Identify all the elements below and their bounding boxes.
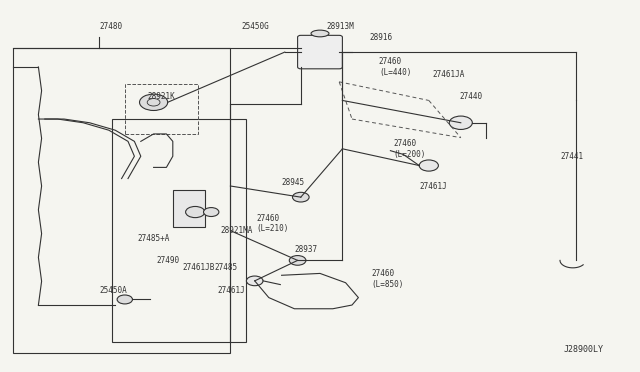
Circle shape (419, 160, 438, 171)
Text: 27461J: 27461J (419, 182, 447, 190)
Text: 28916: 28916 (370, 33, 393, 42)
Bar (13, 48, 230, 353)
Text: 27461J: 27461J (218, 286, 245, 295)
Text: 27460
(L=850): 27460 (L=850) (371, 269, 404, 289)
Text: 27460
(L=440): 27460 (L=440) (379, 57, 412, 77)
Text: 27485+A: 27485+A (138, 234, 170, 243)
Circle shape (289, 256, 306, 265)
Text: 28945: 28945 (282, 178, 305, 187)
Text: 25450G: 25450G (242, 22, 269, 31)
Text: 27490: 27490 (157, 256, 180, 265)
Text: 27441: 27441 (560, 152, 583, 161)
Text: 27461JA: 27461JA (432, 70, 465, 79)
Text: 28937: 28937 (294, 245, 317, 254)
Circle shape (204, 208, 219, 217)
Bar (125, 84, 198, 134)
Circle shape (186, 206, 205, 218)
Bar (112, 119, 246, 342)
Text: 28921MA: 28921MA (221, 226, 253, 235)
Text: 28913M: 28913M (326, 22, 354, 31)
Text: 27440: 27440 (460, 92, 483, 101)
Ellipse shape (311, 30, 329, 37)
Bar (173, 190, 205, 227)
Text: 27460
(L=200): 27460 (L=200) (394, 139, 426, 158)
Circle shape (292, 192, 309, 202)
Circle shape (449, 116, 472, 129)
FancyBboxPatch shape (298, 35, 342, 69)
Circle shape (117, 295, 132, 304)
Circle shape (140, 94, 168, 110)
Text: 25450A: 25450A (99, 286, 127, 295)
Text: J28900LY: J28900LY (563, 345, 604, 354)
Text: 27461JB: 27461JB (182, 263, 215, 272)
Text: 28921K: 28921K (147, 92, 175, 101)
Text: 27480: 27480 (99, 22, 122, 31)
Text: 27485: 27485 (214, 263, 237, 272)
Text: 27460
(L=210): 27460 (L=210) (256, 214, 289, 233)
Circle shape (246, 276, 263, 286)
